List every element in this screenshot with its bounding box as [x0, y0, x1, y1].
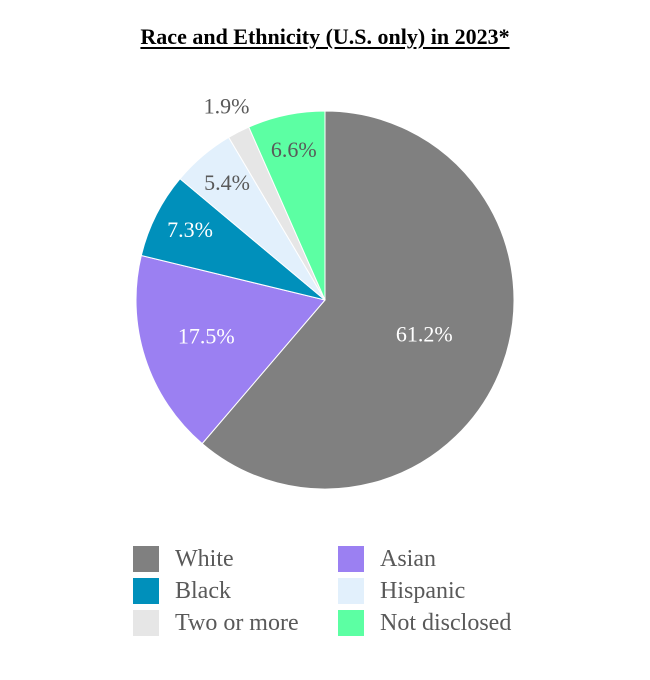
data-label-hispanic: 5.4% [204, 170, 250, 195]
legend-label-black: Black [175, 577, 231, 604]
chart-title: Race and Ethnicity (U.S. only) in 2023* [140, 24, 510, 49]
legend: White Asian Black Hispanic Two or more Not di… [133, 546, 538, 636]
legend-swatch-not-disclosed [338, 610, 364, 636]
legend-swatch-white [133, 546, 159, 572]
legend-label-not-disclosed: Not disclosed [380, 609, 512, 636]
legend-swatch-two-or-more [133, 610, 159, 636]
pie-slice-white [201, 110, 515, 490]
legend-label-white: White [175, 545, 234, 572]
legend-item-two-or-more: Two or more [133, 610, 338, 636]
data-label-asian: 17.5% [178, 323, 235, 348]
legend-label-hispanic: Hispanic [380, 577, 466, 604]
data-label-white: 61.2% [396, 322, 453, 347]
data-label-not-disclosed: 6.6% [271, 137, 317, 162]
legend-item-white: White [133, 546, 338, 572]
data-label-two-or-more: 1.9% [204, 93, 250, 118]
legend-item-black: Black [133, 578, 338, 604]
legend-swatch-asian [338, 546, 364, 572]
legend-item-hispanic: Hispanic [338, 578, 538, 604]
legend-label-two-or-more: Two or more [175, 609, 299, 636]
pie-slice-not-disclosed [248, 110, 326, 301]
legend-item-not-disclosed: Not disclosed [338, 610, 538, 636]
data-label-black: 7.3% [167, 217, 213, 242]
legend-swatch-hispanic [338, 578, 364, 604]
legend-label-asian: Asian [380, 545, 436, 572]
pie-chart: 61.2% 17.5% 7.3% 5.4% 1.9% 6.6% [135, 93, 515, 490]
pie-slice-asian [135, 254, 326, 445]
legend-swatch-black [133, 578, 159, 604]
legend-item-asian: Asian [338, 546, 538, 572]
